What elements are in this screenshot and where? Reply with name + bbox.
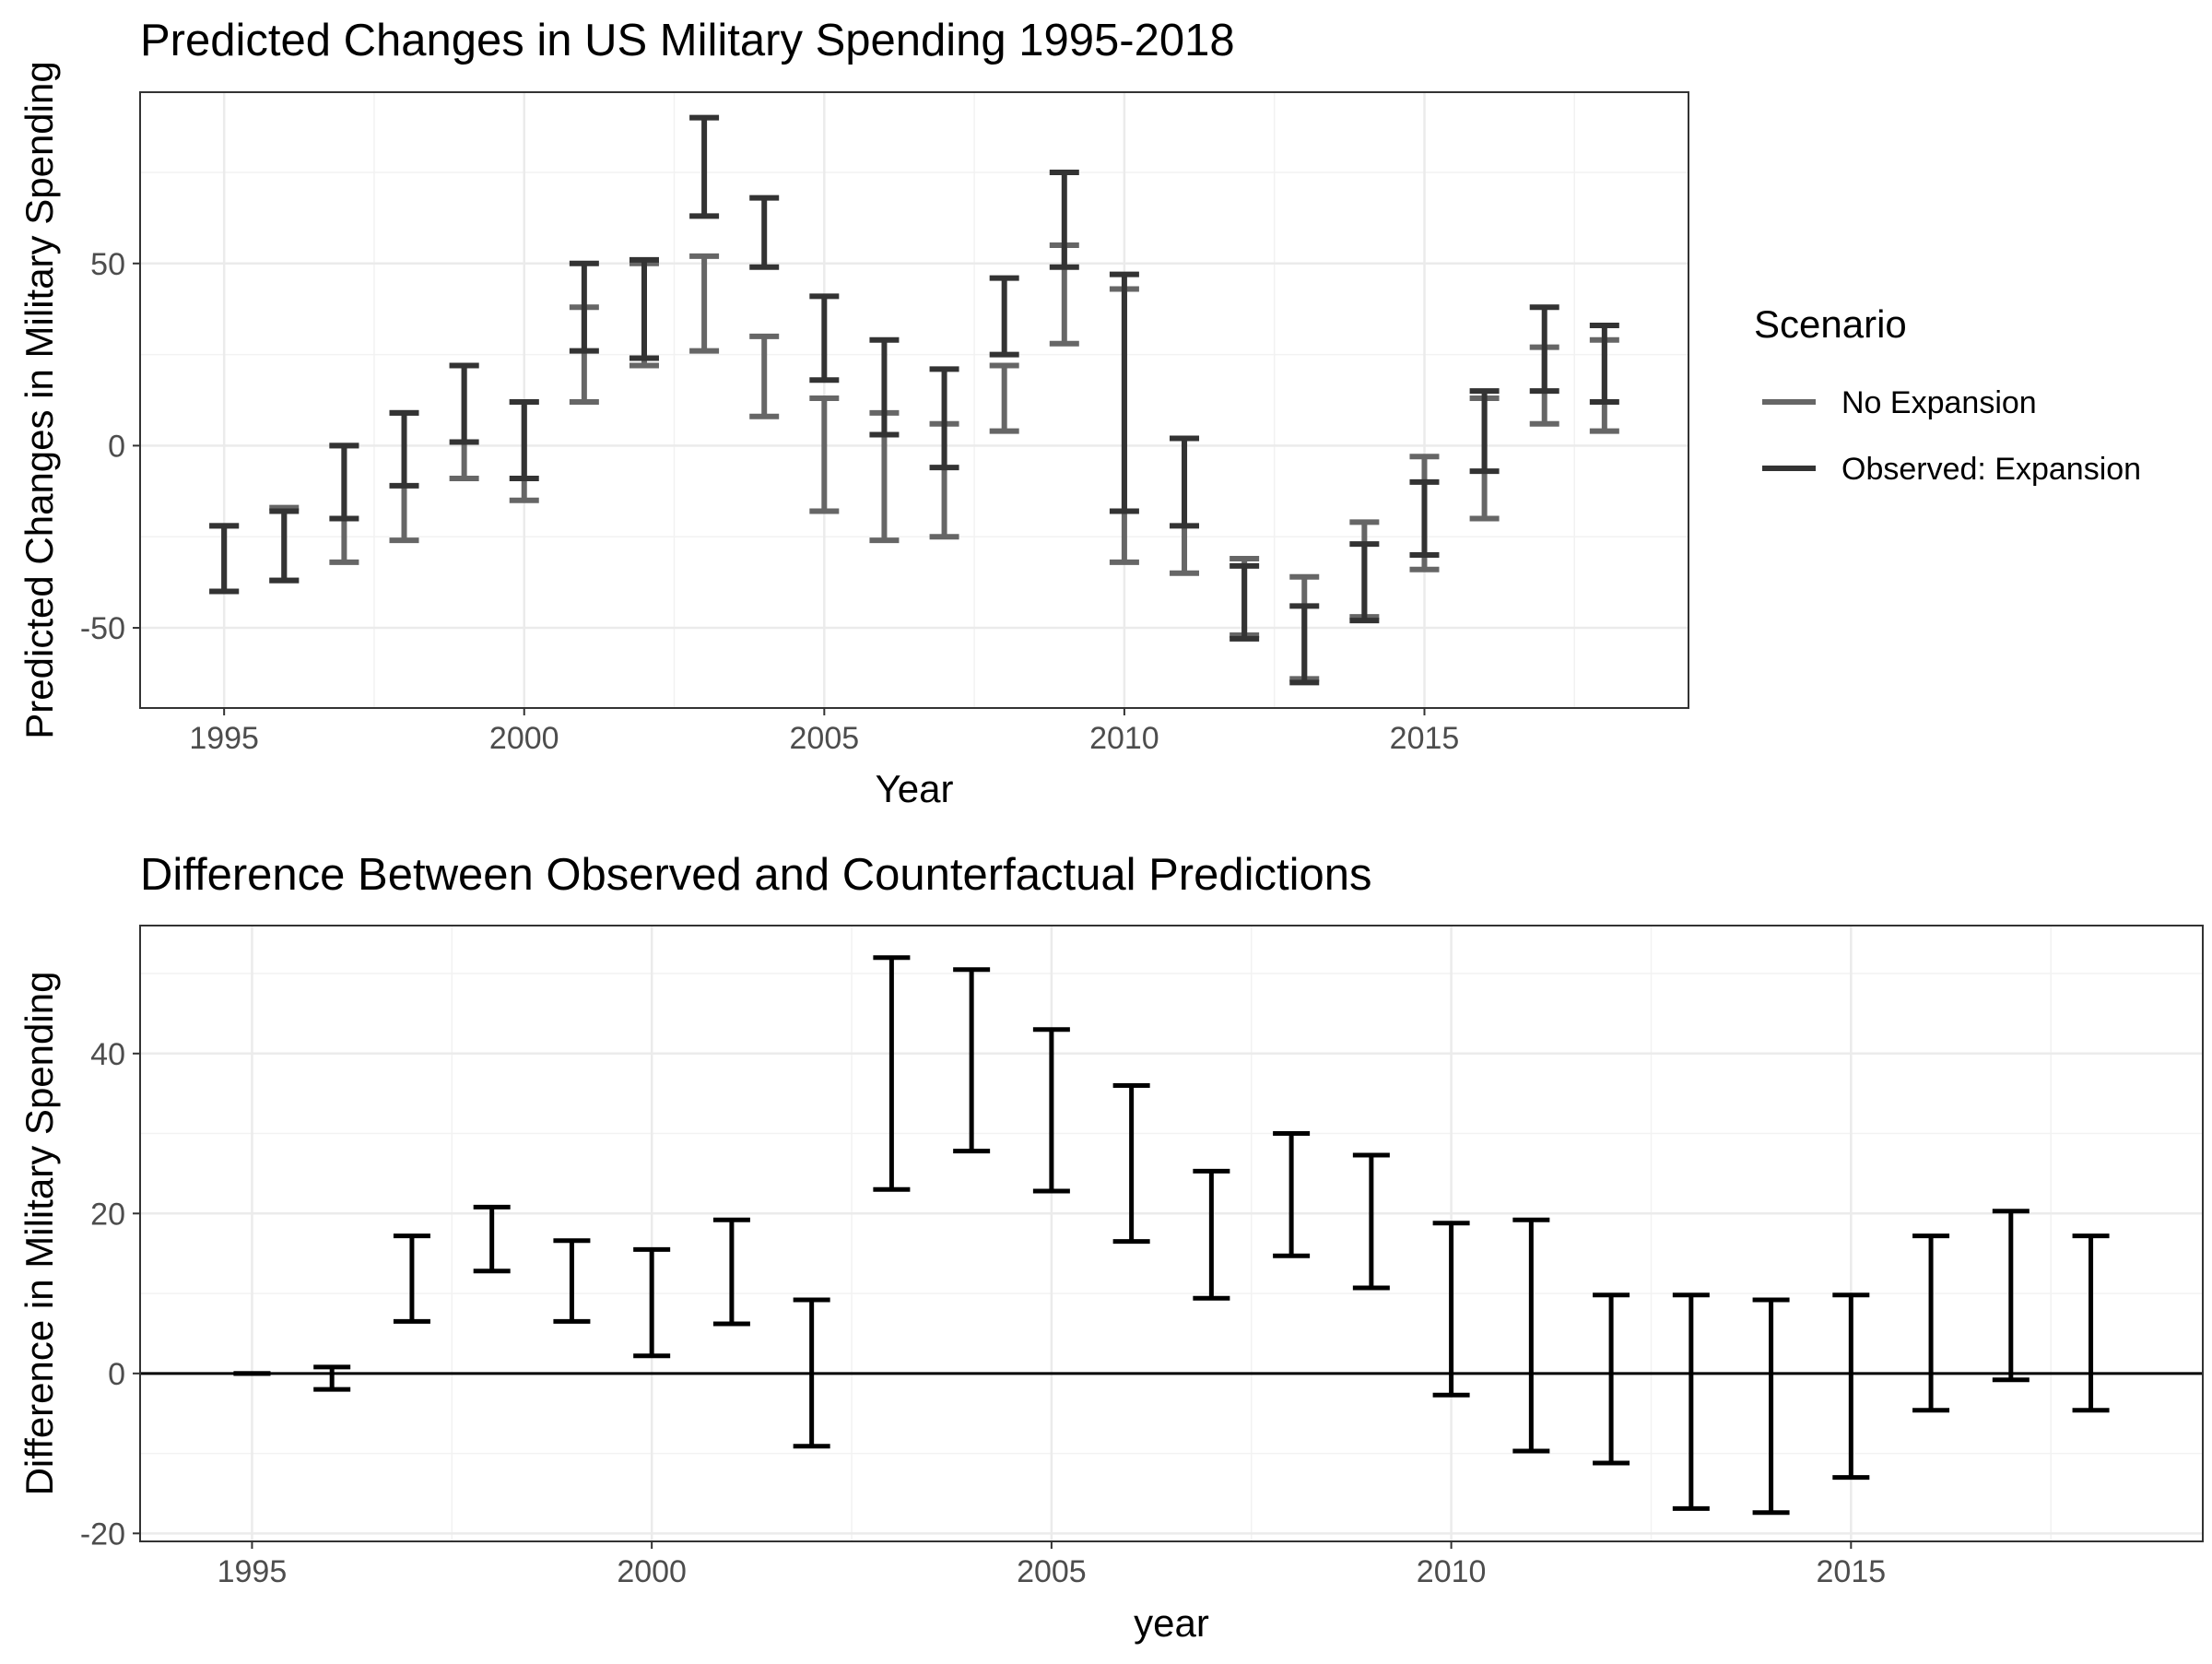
- bottom-chart-title: Difference Between Observed and Counterf…: [140, 850, 1371, 900]
- error-bar-observed-expansion: [1289, 603, 1320, 686]
- x-tick-label: 2015: [1390, 721, 1460, 756]
- top-grid: [140, 92, 1688, 708]
- error-bar-observed-expansion: [1469, 388, 1500, 475]
- top-chart: Predicted Changes in US Military Spendin…: [18, 16, 2141, 810]
- y-tick-label: 50: [90, 247, 125, 282]
- bottom-error-bars: [233, 955, 2110, 1516]
- error-bar-observed-expansion: [569, 260, 599, 354]
- top-x-axis-title: Year: [876, 767, 954, 810]
- x-tick-label: 2010: [1089, 721, 1159, 756]
- error-bar-series-0: [1032, 1027, 1070, 1194]
- error-bar-observed-expansion: [1109, 271, 1139, 514]
- error-bar-observed-expansion: [1230, 562, 1260, 642]
- error-bar-no-expansion: [989, 362, 1019, 434]
- bottom-plot-border: [139, 925, 2204, 1542]
- error-bar-no-expansion: [689, 253, 720, 354]
- legend-label-observed-expansion: Observed: Expansion: [1841, 452, 2141, 487]
- error-bar-series-0: [1593, 1292, 1630, 1466]
- bottom-x-axis-title: year: [1134, 1601, 1209, 1645]
- error-bar-series-0: [1912, 1233, 1950, 1413]
- y-tick-label: -50: [80, 611, 125, 646]
- error-bar-series-0: [1112, 1083, 1150, 1245]
- error-bar-series-0: [712, 1217, 750, 1327]
- bottom-y-axis-title: Difference in Military Spending: [18, 972, 61, 1496]
- x-tick-label: 2015: [1817, 1554, 1887, 1589]
- y-tick-label: 0: [108, 1357, 125, 1392]
- x-tick-label: 2005: [1017, 1554, 1087, 1589]
- x-tick-label: 2000: [489, 721, 559, 756]
- error-bar-series-0: [473, 1204, 511, 1274]
- error-bar-no-expansion: [809, 395, 840, 514]
- error-bar-observed-expansion: [929, 366, 959, 471]
- error-bar-observed-expansion: [1349, 541, 1380, 624]
- error-bar-series-0: [1352, 1152, 1390, 1291]
- error-bar-observed-expansion: [629, 256, 659, 361]
- y-tick-label: 0: [108, 429, 125, 464]
- error-bar-observed-expansion: [1589, 322, 1619, 405]
- error-bar-series-0: [633, 1246, 671, 1359]
- error-bar-no-expansion: [749, 333, 780, 419]
- legend-label-no-expansion: No Expansion: [1841, 385, 2037, 420]
- error-bar-observed-expansion: [869, 336, 900, 438]
- error-bar-series-0: [553, 1238, 591, 1324]
- error-bar-series-0: [1752, 1297, 1790, 1516]
- x-tick-label: 2000: [617, 1554, 687, 1589]
- error-bar-series-0: [393, 1233, 430, 1324]
- error-bar-series-0: [953, 967, 991, 1154]
- legend: Scenario No Expansion Observed: Expansio…: [1754, 302, 2141, 487]
- top-y-axis-title: Predicted Changes in Military Spending: [18, 61, 61, 738]
- legend-title: Scenario: [1754, 302, 1907, 346]
- error-bar-observed-expansion: [809, 293, 840, 384]
- x-tick-label: 1995: [189, 721, 259, 756]
- y-tick-label: 40: [90, 1037, 125, 1072]
- x-tick-label: 2005: [790, 721, 860, 756]
- error-bar-observed-expansion: [209, 523, 240, 595]
- error-bar-series-0: [1992, 1209, 2030, 1383]
- x-tick-label: 1995: [218, 1554, 288, 1589]
- error-bar-series-0: [1193, 1168, 1230, 1301]
- error-bar-observed-expansion: [449, 362, 479, 445]
- bottom-axis-ticks: 1995 2000 2005 2010 2015 -20 0 20 40: [80, 1037, 1886, 1589]
- error-bar-observed-expansion: [1049, 169, 1079, 270]
- error-bar-series-0: [793, 1297, 830, 1449]
- top-plot-background: [140, 92, 1688, 708]
- error-bar-series-0: [1512, 1217, 1550, 1454]
- y-tick-label: 20: [90, 1197, 125, 1232]
- error-bar-series-0: [313, 1364, 351, 1392]
- top-chart-title: Predicted Changes in US Military Spendin…: [140, 16, 1235, 65]
- error-bar-observed-expansion: [689, 114, 720, 219]
- error-bar-observed-expansion: [329, 443, 359, 522]
- error-bar-observed-expansion: [269, 508, 300, 584]
- error-bar-series-0: [873, 955, 911, 1192]
- x-tick-label: 2010: [1417, 1554, 1487, 1589]
- error-bar-observed-expansion: [509, 398, 539, 481]
- error-bar-series-0: [1832, 1292, 1870, 1481]
- error-bar-series-0: [1432, 1221, 1470, 1398]
- top-axis-ticks: 1995 2000 2005 2010 2015 -50 0 50: [80, 247, 1459, 756]
- error-bar-observed-expansion: [1529, 304, 1559, 395]
- y-tick-label: -20: [80, 1516, 125, 1552]
- bottom-chart: Difference Between Observed and Counterf…: [18, 850, 2204, 1645]
- error-bar-observed-expansion: [389, 409, 419, 489]
- error-bar-observed-expansion: [1170, 435, 1200, 529]
- top-plot-border: [139, 91, 1689, 709]
- error-bar-observed-expansion: [749, 195, 780, 270]
- error-bar-series-0: [1672, 1292, 1710, 1511]
- error-bar-observed-expansion: [1409, 478, 1440, 558]
- top-error-bars: [209, 114, 1619, 686]
- error-bar-series-0: [2072, 1233, 2110, 1413]
- error-bar-series-0: [1273, 1131, 1311, 1258]
- bottom-plot-background: [140, 926, 2203, 1541]
- error-bar-observed-expansion: [989, 275, 1019, 358]
